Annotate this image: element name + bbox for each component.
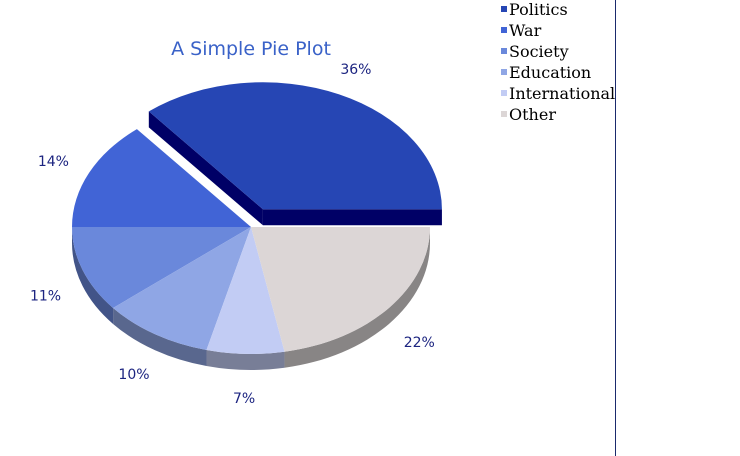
slice-side-international [206,350,285,370]
plot-divider [615,0,616,456]
slice-edge-politics-0 [262,209,442,226]
legend-label-war: War [509,21,542,40]
percent-label-society: 11% [30,288,61,304]
slice-politics [148,82,442,210]
slice-other [251,227,430,352]
legend-label-society: Society [509,42,569,61]
legend-item-politics: Politics [501,0,568,19]
percent-labels: 36% 14% 11% 10% 7% 22% [30,62,435,407]
percent-label-war: 14% [38,154,69,170]
pie-slices [72,82,442,354]
slice-war [72,129,251,227]
slice-education [113,227,252,351]
slice-side-other [284,227,430,368]
chart-title: A Simple Pie Plot [171,38,331,60]
legend-swatch-war [501,27,507,33]
percent-label-politics: 36% [340,62,371,78]
legend-swatch-education [501,69,507,75]
legend-swatch-other [501,111,507,117]
legend-label-international: International [509,84,615,103]
legend-label-politics: Politics [509,0,568,19]
legend-item-other: Other [501,105,556,124]
slice-society [72,227,251,308]
slice-international [206,227,285,354]
legend-item-war: War [501,21,542,40]
legend-item-society: Society [501,42,569,61]
pie-sides [72,111,442,370]
slice-side-society [72,227,114,324]
legend-label-other: Other [509,105,556,124]
legend-item-international: International [501,84,615,103]
legend-swatch-politics [501,6,507,12]
legend: Politics War Society Education International… [501,0,615,124]
percent-label-other: 22% [404,335,435,351]
slice-side-education [113,307,207,367]
percent-label-education: 10% [118,367,149,383]
legend-swatch-international [501,90,507,96]
slice-edge-politics-1 [148,111,263,226]
percent-label-international: 7% [233,391,255,407]
legend-item-education: Education [501,63,591,82]
legend-swatch-society [501,48,507,54]
legend-label-education: Education [509,63,591,82]
